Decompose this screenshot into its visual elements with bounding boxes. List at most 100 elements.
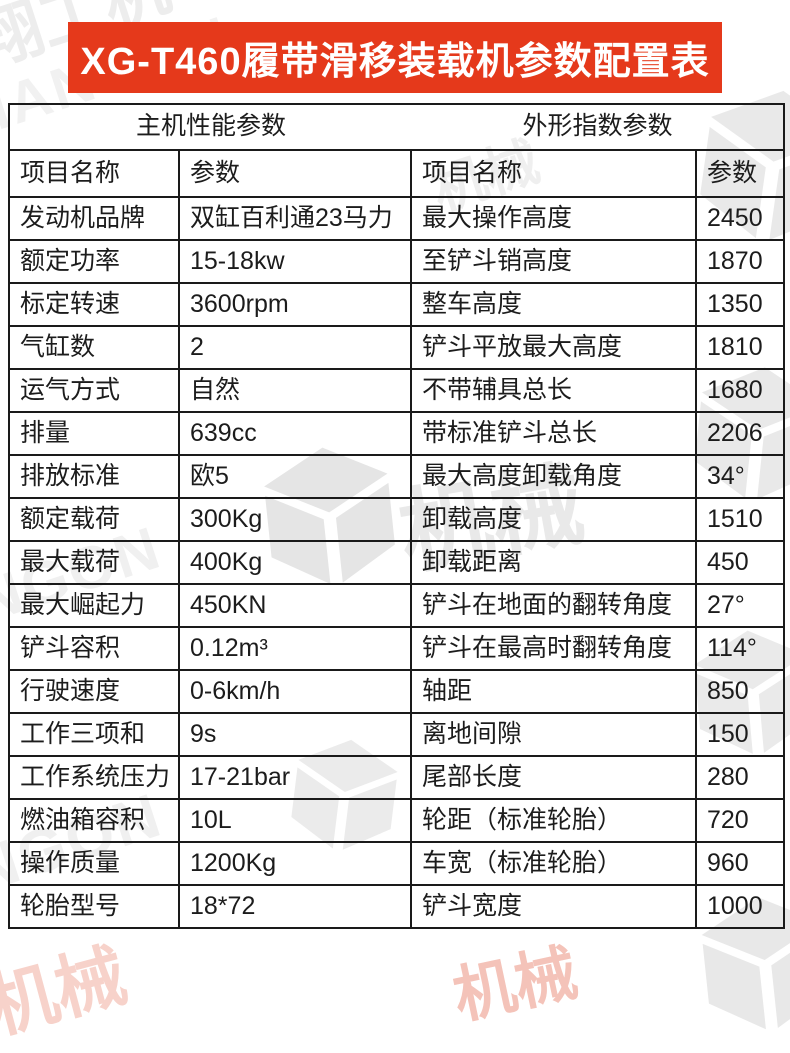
right-item-name: 车宽（标准轮胎） xyxy=(410,841,697,886)
right-item-name: 轮距（标准轮胎） xyxy=(410,798,697,843)
left-item-value: 639cc xyxy=(178,411,412,456)
left-item-name: 燃油箱容积 xyxy=(8,798,180,843)
table-row: 轮胎型号 18*72 铲斗宽度 1000 xyxy=(8,884,786,929)
right-item-name: 整车高度 xyxy=(410,282,697,327)
right-item-value: 1810 xyxy=(694,325,786,370)
left-item-value: 9s xyxy=(178,712,412,757)
right-item-value: 450 xyxy=(694,540,786,585)
right-section-title: 外形指数参数 xyxy=(522,112,673,141)
table-row: 工作三项和 9s 离地间隙 150 xyxy=(8,712,786,757)
table-row: 最大崛起力 450KN 铲斗在地面的翻转角度 27° xyxy=(8,583,786,628)
left-item-value: 15-18kw xyxy=(178,239,412,284)
left-item-value: 双缸百利通23马力 xyxy=(178,196,412,241)
left-item-name: 工作三项和 xyxy=(8,712,180,757)
right-item-value: 2206 xyxy=(694,411,786,456)
right-item-value: 1870 xyxy=(694,239,786,284)
left-item-name: 额定载荷 xyxy=(8,497,180,542)
col-header-param-left: 参数 xyxy=(178,149,412,198)
left-item-value: 0.12m³ xyxy=(178,626,412,671)
left-item-name: 轮胎型号 xyxy=(8,884,180,929)
left-item-value: 3600rpm xyxy=(178,282,412,327)
table-row: 标定转速 3600rpm 整车高度 1350 xyxy=(8,282,786,327)
watermark-pink-cn-text: 机械 xyxy=(447,938,584,1032)
left-section-title: 主机性能参数 xyxy=(135,112,286,141)
right-item-name: 铲斗平放最大高度 xyxy=(410,325,697,370)
left-item-name: 工作系统压力 xyxy=(8,755,180,800)
left-item-value: 10L xyxy=(178,798,412,843)
table-row: 排量 639cc 带标准铲斗总长 2206 xyxy=(8,411,786,456)
left-item-name: 气缸数 xyxy=(8,325,180,370)
right-item-value: 720 xyxy=(694,798,786,843)
table-row: 最大载荷 400Kg 卸载距离 450 xyxy=(8,540,786,585)
right-item-value: 1680 xyxy=(694,368,786,413)
column-header-row: 项目名称 参数 项目名称 参数 xyxy=(8,149,786,198)
right-item-name: 轴距 xyxy=(410,669,697,714)
right-item-name: 离地间隙 xyxy=(410,712,697,757)
right-item-value: 150 xyxy=(694,712,786,757)
left-item-value: 400Kg xyxy=(178,540,412,585)
section-header-cell: 主机性能参数 外形指数参数 xyxy=(7,103,786,151)
col-header-param-right: 参数 xyxy=(694,149,786,198)
table-row: 气缸数 2 铲斗平放最大高度 1810 xyxy=(8,325,786,370)
table-row: 铲斗容积 0.12m³ 铲斗在最高时翻转角度 114° xyxy=(8,626,786,671)
right-item-name: 铲斗在最高时翻转角度 xyxy=(410,626,697,671)
left-item-name: 排放标准 xyxy=(8,454,180,499)
table-row: 运气方式 自然 不带辅具总长 1680 xyxy=(8,368,786,413)
right-item-name: 至铲斗销高度 xyxy=(410,239,697,284)
left-item-name: 运气方式 xyxy=(8,368,180,413)
left-item-value: 1200Kg xyxy=(178,841,412,886)
right-item-value: 2450 xyxy=(694,196,786,241)
col-header-item-left: 项目名称 xyxy=(8,149,180,198)
right-item-value: 1510 xyxy=(694,497,786,542)
col-header-item-right: 项目名称 xyxy=(410,149,697,198)
left-item-value: 2 xyxy=(178,325,412,370)
left-item-name: 最大载荷 xyxy=(8,540,180,585)
watermark-pink-cn-text: 机械 xyxy=(0,936,135,1048)
right-item-name: 最大高度卸载角度 xyxy=(410,454,697,499)
right-item-name: 不带辅具总长 xyxy=(410,368,697,413)
table-row: 燃油箱容积 10L 轮距（标准轮胎） 720 xyxy=(8,798,786,843)
right-item-value: 850 xyxy=(694,669,786,714)
left-item-name: 行驶速度 xyxy=(8,669,180,714)
right-item-value: 960 xyxy=(694,841,786,886)
right-item-value: 1000 xyxy=(694,884,786,929)
left-item-value: 17-21bar xyxy=(178,755,412,800)
right-item-name: 卸载高度 xyxy=(410,497,697,542)
title-banner: XG-T460履带滑移装载机参数配置表 xyxy=(68,22,722,93)
right-item-name: 铲斗宽度 xyxy=(410,884,697,929)
left-item-name: 铲斗容积 xyxy=(8,626,180,671)
table-row: 额定载荷 300Kg 卸载高度 1510 xyxy=(8,497,786,542)
table-row: 额定功率 15-18kw 至铲斗销高度 1870 xyxy=(8,239,786,284)
table-row: 操作质量 1200Kg 车宽（标准轮胎） 960 xyxy=(8,841,786,886)
right-item-value: 27° xyxy=(694,583,786,628)
left-item-value: 0-6km/h xyxy=(178,669,412,714)
right-item-name: 卸载距离 xyxy=(410,540,697,585)
table-row: 行驶速度 0-6km/h 轴距 850 xyxy=(8,669,786,714)
left-item-name: 操作质量 xyxy=(8,841,180,886)
table-row: 排放标准 欧5 最大高度卸载角度 34° xyxy=(8,454,786,499)
left-item-value: 300Kg xyxy=(178,497,412,542)
right-item-value: 1350 xyxy=(694,282,786,327)
page-title: XG-T460履带滑移装载机参数配置表 xyxy=(80,41,710,83)
right-item-name: 最大操作高度 xyxy=(410,196,697,241)
right-item-value: 280 xyxy=(694,755,786,800)
left-item-name: 最大崛起力 xyxy=(8,583,180,628)
right-item-value: 34° xyxy=(694,454,786,499)
section-header-row: 主机性能参数 外形指数参数 xyxy=(7,103,786,151)
left-item-value: 欧5 xyxy=(178,454,412,499)
left-item-name: 排量 xyxy=(8,411,180,456)
left-item-value: 450KN xyxy=(178,583,412,628)
right-item-name: 带标准铲斗总长 xyxy=(410,411,697,456)
left-item-value: 自然 xyxy=(178,368,412,413)
left-item-name: 标定转速 xyxy=(8,282,180,327)
spec-table: 主机性能参数 外形指数参数 项目名称 参数 项目名称 参数 发动机品牌 双缸百利… xyxy=(7,103,786,929)
left-item-value: 18*72 xyxy=(178,884,412,929)
table-row: 工作系统压力 17-21bar 尾部长度 280 xyxy=(8,755,786,800)
left-item-name: 额定功率 xyxy=(8,239,180,284)
right-item-name: 铲斗在地面的翻转角度 xyxy=(410,583,697,628)
right-item-name: 尾部长度 xyxy=(410,755,697,800)
left-item-name: 发动机品牌 xyxy=(8,196,180,241)
right-item-value: 114° xyxy=(694,626,786,671)
table-row: 发动机品牌 双缸百利通23马力 最大操作高度 2450 xyxy=(8,196,786,241)
